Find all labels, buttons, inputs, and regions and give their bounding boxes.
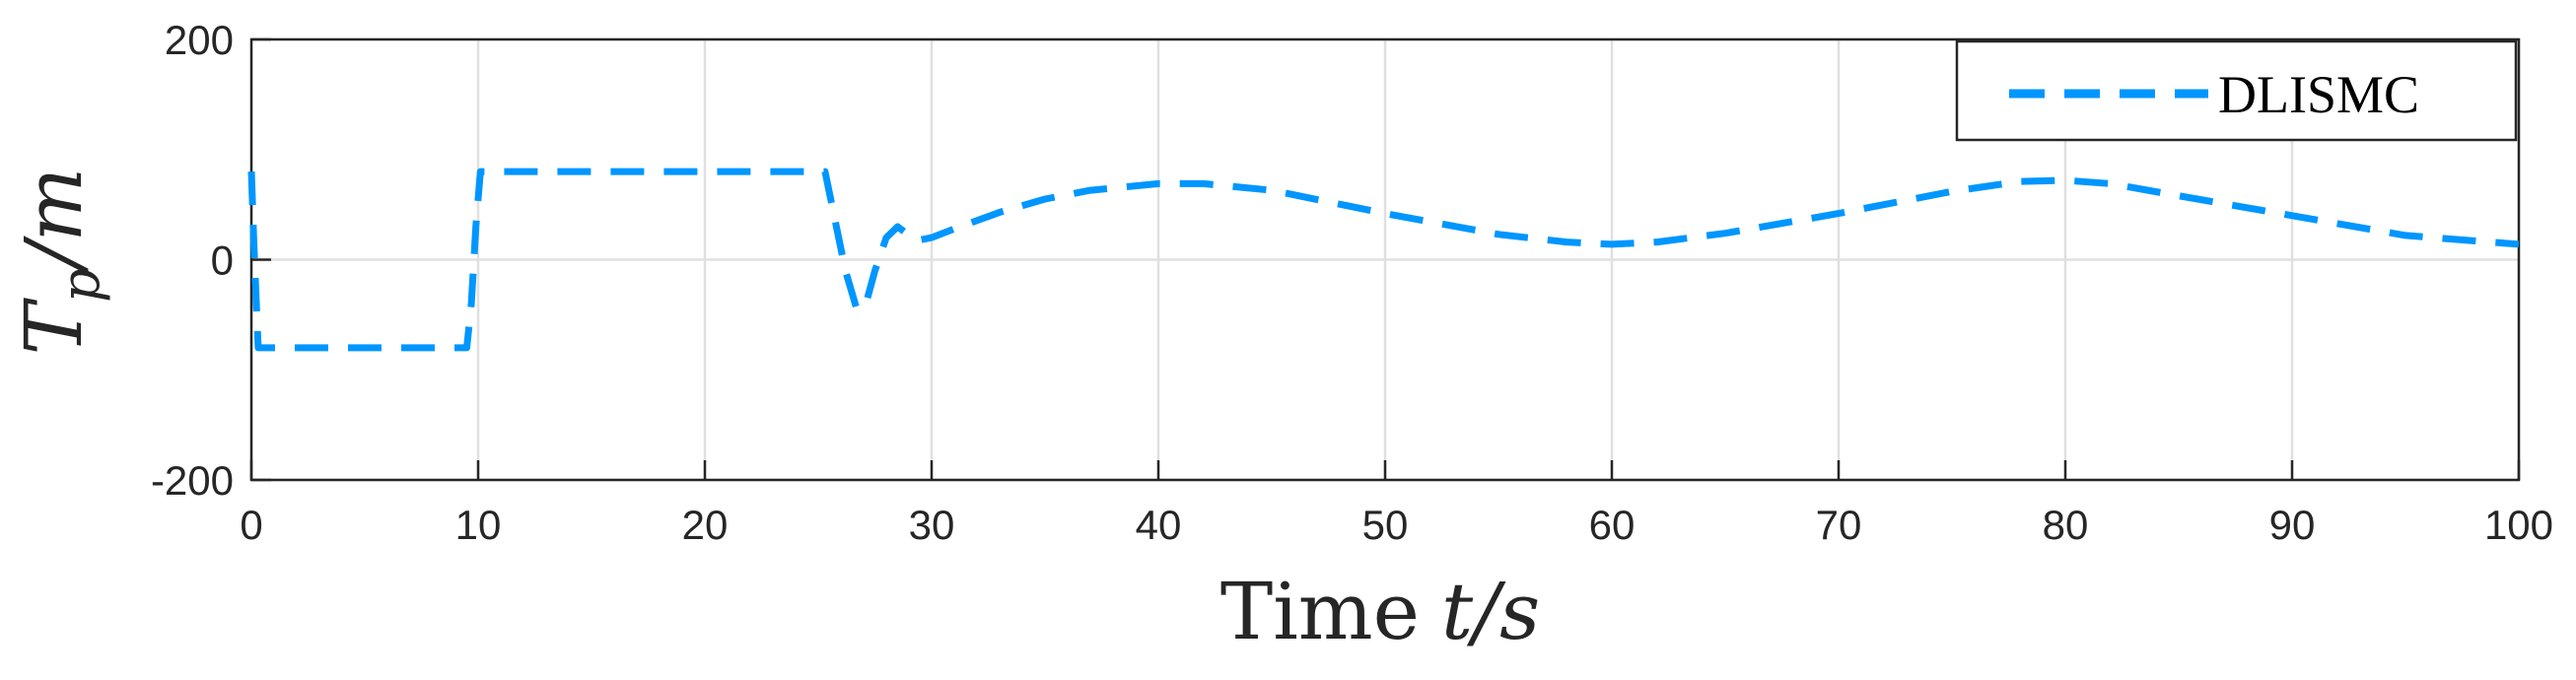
x-tick-label: 30 xyxy=(909,502,955,548)
legend-label-dlismc: DLISMC xyxy=(2218,65,2419,124)
y-axis-label-unit: /m xyxy=(8,168,100,276)
x-tick-label: 40 xyxy=(1136,502,1182,548)
x-tick-label: 50 xyxy=(1362,502,1409,548)
x-tick-label: 20 xyxy=(682,502,729,548)
x-axis-label-word: Time xyxy=(1220,566,1420,657)
y-tick-label: 200 xyxy=(165,17,234,63)
y-tick-label: -200 xyxy=(151,457,234,504)
x-tick-label: 70 xyxy=(1816,502,1862,548)
y-axis-label-subscript: p xyxy=(49,268,111,303)
x-axis-label: Time t/s xyxy=(1220,566,1540,657)
x-tick-label: 90 xyxy=(2269,502,2316,548)
x-tick-label: 10 xyxy=(455,502,502,548)
x-tick-label: 0 xyxy=(240,502,262,548)
x-tick-label: 80 xyxy=(2043,502,2089,548)
x-axis-label-symbol: t/s xyxy=(1441,566,1540,657)
y-tick-label: 0 xyxy=(211,238,234,284)
y-axis-label: Tp/m xyxy=(8,168,111,356)
series-line-dlismc xyxy=(247,168,2520,352)
x-tick-label: 60 xyxy=(1589,502,1636,548)
legend-box xyxy=(1955,39,2518,142)
y-axis-label-symbol: T xyxy=(8,297,100,355)
legend: DLISMC xyxy=(1955,39,2518,142)
x-tick-label: 100 xyxy=(2484,502,2553,548)
series-layer xyxy=(247,168,2520,352)
